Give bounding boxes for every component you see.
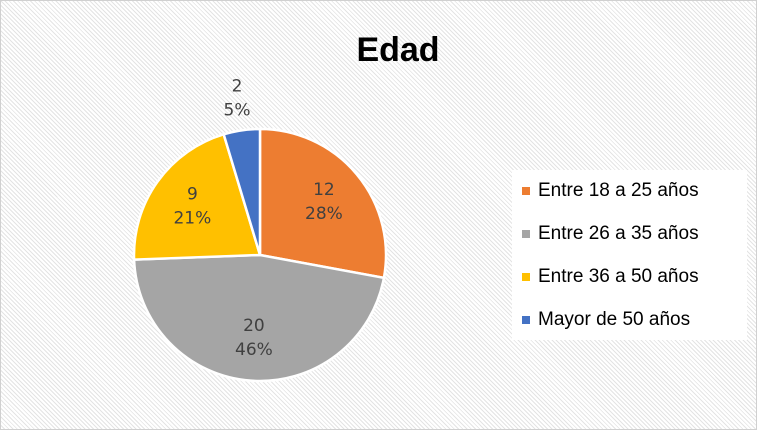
legend-label: Mayor de 50 años bbox=[538, 309, 690, 330]
pie-slice bbox=[222, 127, 262, 256]
data-label-percent: 28% bbox=[305, 204, 343, 224]
data-label-percent: 5% bbox=[224, 101, 251, 121]
legend-box bbox=[512, 170, 747, 340]
data-label: 12 bbox=[313, 180, 335, 200]
legend-swatch bbox=[522, 230, 530, 238]
legend-label: Entre 36 a 50 años bbox=[538, 266, 699, 287]
data-label-percent: 46% bbox=[235, 340, 273, 360]
legend-swatch bbox=[522, 187, 530, 195]
data-label: 20 bbox=[243, 316, 265, 336]
chart-title: Edad bbox=[356, 31, 439, 69]
pie-slice bbox=[132, 253, 386, 383]
data-label: 2 bbox=[232, 77, 243, 97]
pie-slice bbox=[132, 132, 262, 261]
pie-slice bbox=[258, 127, 388, 280]
legend-swatch bbox=[522, 273, 530, 281]
legend-label: Entre 18 a 25 años bbox=[538, 180, 699, 201]
data-label: 9 bbox=[187, 185, 198, 205]
data-label-percent: 21% bbox=[173, 209, 211, 229]
legend-swatch bbox=[522, 316, 530, 324]
legend-label: Entre 26 a 35 años bbox=[538, 223, 699, 244]
